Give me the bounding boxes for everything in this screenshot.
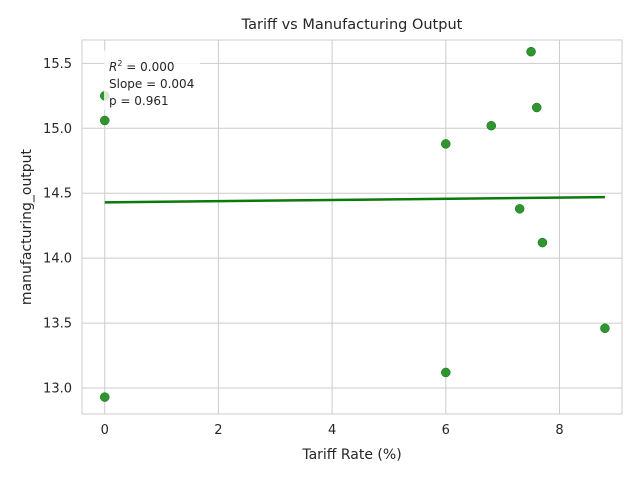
x-tick-label: 0	[101, 423, 109, 438]
data-point	[537, 237, 548, 248]
data-points	[99, 46, 610, 402]
x-tick-label: 6	[442, 423, 450, 438]
p-value-text: p = 0.961	[109, 94, 169, 108]
regression-line	[104, 195, 605, 204]
y-axis-label: manufacturing_output	[19, 148, 35, 305]
stats-box-background	[104, 49, 200, 111]
y-axis-ticks: 13.0 13.5 14.0 14.5 15.0 15.5	[43, 57, 72, 397]
stats-annotation: R2 = 0.000 Slope = 0.004 p = 0.961	[104, 49, 200, 111]
x-tick-label: 2	[214, 423, 222, 438]
chart-title: Tariff vs Manufacturing Output	[241, 17, 463, 33]
y-tick-label: 14.0	[43, 252, 72, 267]
y-tick-label: 14.5	[43, 187, 72, 202]
data-point	[441, 367, 451, 378]
r-squared-superscript: 2	[117, 59, 122, 68]
y-tick-label: 15.0	[43, 122, 72, 137]
y-tick-label: 15.5	[43, 57, 72, 72]
y-tick-label: 13.0	[43, 382, 72, 397]
data-point	[99, 392, 110, 402]
x-axis-label: Tariff Rate (%)	[301, 447, 401, 463]
x-tick-label: 4	[328, 423, 336, 438]
x-tick-label: 8	[555, 423, 563, 438]
data-point	[526, 46, 536, 57]
data-point	[441, 139, 451, 149]
data-point	[99, 115, 110, 126]
r-squared-value: = 0.000	[122, 60, 174, 74]
data-point	[531, 102, 542, 113]
data-point	[486, 120, 497, 131]
r-squared-text: R2 = 0.000	[109, 59, 174, 74]
data-point	[600, 323, 610, 334]
x-axis-ticks: 0 2 4 6 8	[101, 423, 564, 438]
data-point	[514, 204, 525, 214]
y-tick-label: 13.5	[43, 317, 72, 332]
r-symbol: R	[109, 60, 117, 74]
regression-line-group	[104, 195, 605, 204]
slope-text: Slope = 0.004	[109, 77, 194, 91]
